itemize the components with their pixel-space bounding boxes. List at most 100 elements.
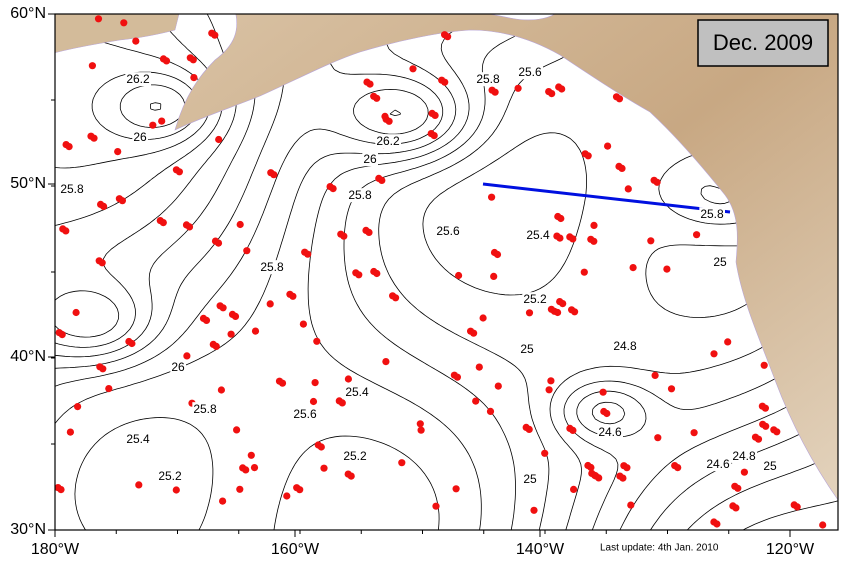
float-marker (559, 300, 567, 308)
float-marker (627, 501, 635, 509)
contour-label: 25.6 (436, 224, 460, 238)
float-marker (243, 247, 251, 255)
float-marker (382, 358, 390, 366)
float-marker (98, 259, 106, 267)
footer: Last update: 4th Jan. 2010 (600, 543, 719, 554)
float-marker (233, 426, 241, 434)
contour-label: 25.8 (700, 207, 724, 221)
float-marker (452, 485, 460, 493)
contour-label-bg (362, 152, 378, 167)
section-line (482, 182, 731, 214)
float-marker (713, 520, 721, 528)
float-marker (545, 386, 553, 394)
contour-label-bg (125, 72, 152, 87)
contour-label-bg (259, 260, 286, 275)
float-marker (570, 485, 578, 493)
float-marker (62, 227, 70, 235)
float-marker (385, 117, 393, 125)
float-marker (761, 404, 770, 412)
contour-label: 25.8 (348, 188, 372, 202)
float-marker (667, 385, 676, 393)
contour-label-bg (475, 72, 502, 87)
float-marker (58, 331, 66, 339)
float-marker (754, 435, 763, 443)
float-marker (762, 422, 770, 430)
contour-label-bg (522, 472, 538, 487)
float-marker (105, 385, 113, 393)
float-marker (491, 88, 499, 96)
float-marker (247, 451, 255, 459)
float-marker (819, 521, 827, 529)
float-marker (159, 219, 167, 227)
float-marker (488, 193, 496, 201)
float-marker (584, 152, 592, 160)
float-marker (270, 171, 278, 179)
float-marker (693, 231, 701, 239)
contour-line (150, 102, 162, 111)
float-marker (66, 428, 74, 436)
float-marker (710, 350, 718, 358)
contour-label-bg (125, 432, 152, 447)
contour-label: 24.8 (613, 339, 637, 353)
contour-label: 25.2 (523, 292, 547, 306)
float-marker (416, 420, 424, 428)
float-marker (654, 434, 662, 442)
float-marker (289, 292, 297, 300)
contour-label: 24.6 (706, 457, 730, 471)
float-marker (118, 197, 126, 205)
float-marker (432, 502, 440, 510)
float-marker (556, 234, 564, 242)
float-marker (760, 361, 768, 369)
contour-label: 25.6 (518, 65, 542, 79)
float-marker (590, 221, 598, 229)
float-marker (135, 481, 143, 489)
float-marker (236, 485, 244, 493)
float-marker (304, 250, 312, 258)
contour-label: 25 (520, 342, 534, 356)
contour-label: 26.2 (376, 134, 400, 148)
contour-label-bg (525, 228, 552, 243)
float-marker (114, 148, 122, 156)
contour-label-bg (712, 255, 728, 270)
contour-label: 26 (133, 130, 147, 144)
float-marker (120, 19, 128, 27)
float-marker (455, 271, 463, 280)
float-marker (189, 56, 197, 64)
float-marker (475, 363, 483, 371)
float-marker (283, 492, 291, 500)
float-marker (647, 237, 655, 245)
float-marker (344, 375, 352, 383)
float-marker (624, 185, 632, 193)
float-marker (217, 386, 225, 394)
y-tick-label: 40°N (10, 348, 46, 365)
float-marker (317, 443, 325, 451)
float-marker (569, 235, 577, 243)
float-marker (569, 426, 577, 434)
float-marker (430, 132, 438, 140)
contour-label: 25.2 (343, 449, 367, 463)
float-marker (615, 95, 624, 103)
contour-label-bg (435, 224, 462, 239)
float-marker (651, 371, 659, 379)
contour-label-bg (522, 292, 549, 307)
float-marker (541, 449, 549, 457)
float-marker (623, 464, 631, 472)
contour-label-bg (375, 134, 402, 149)
float-marker (547, 377, 555, 385)
float-marker (231, 312, 240, 320)
float-marker (72, 308, 80, 317)
float-marker (183, 352, 191, 360)
contour-label: 25.6 (293, 407, 317, 421)
contour-label: 26 (171, 360, 185, 374)
float-marker (149, 121, 157, 129)
float-marker (486, 407, 495, 415)
float-marker (444, 33, 452, 41)
float-marker (132, 37, 140, 45)
float-marker (320, 464, 328, 472)
contour-label: 24.6 (598, 425, 622, 439)
float-marker (185, 223, 194, 231)
float-marker (472, 397, 480, 405)
float-marker (242, 466, 250, 474)
contour-label-bg (762, 459, 778, 474)
